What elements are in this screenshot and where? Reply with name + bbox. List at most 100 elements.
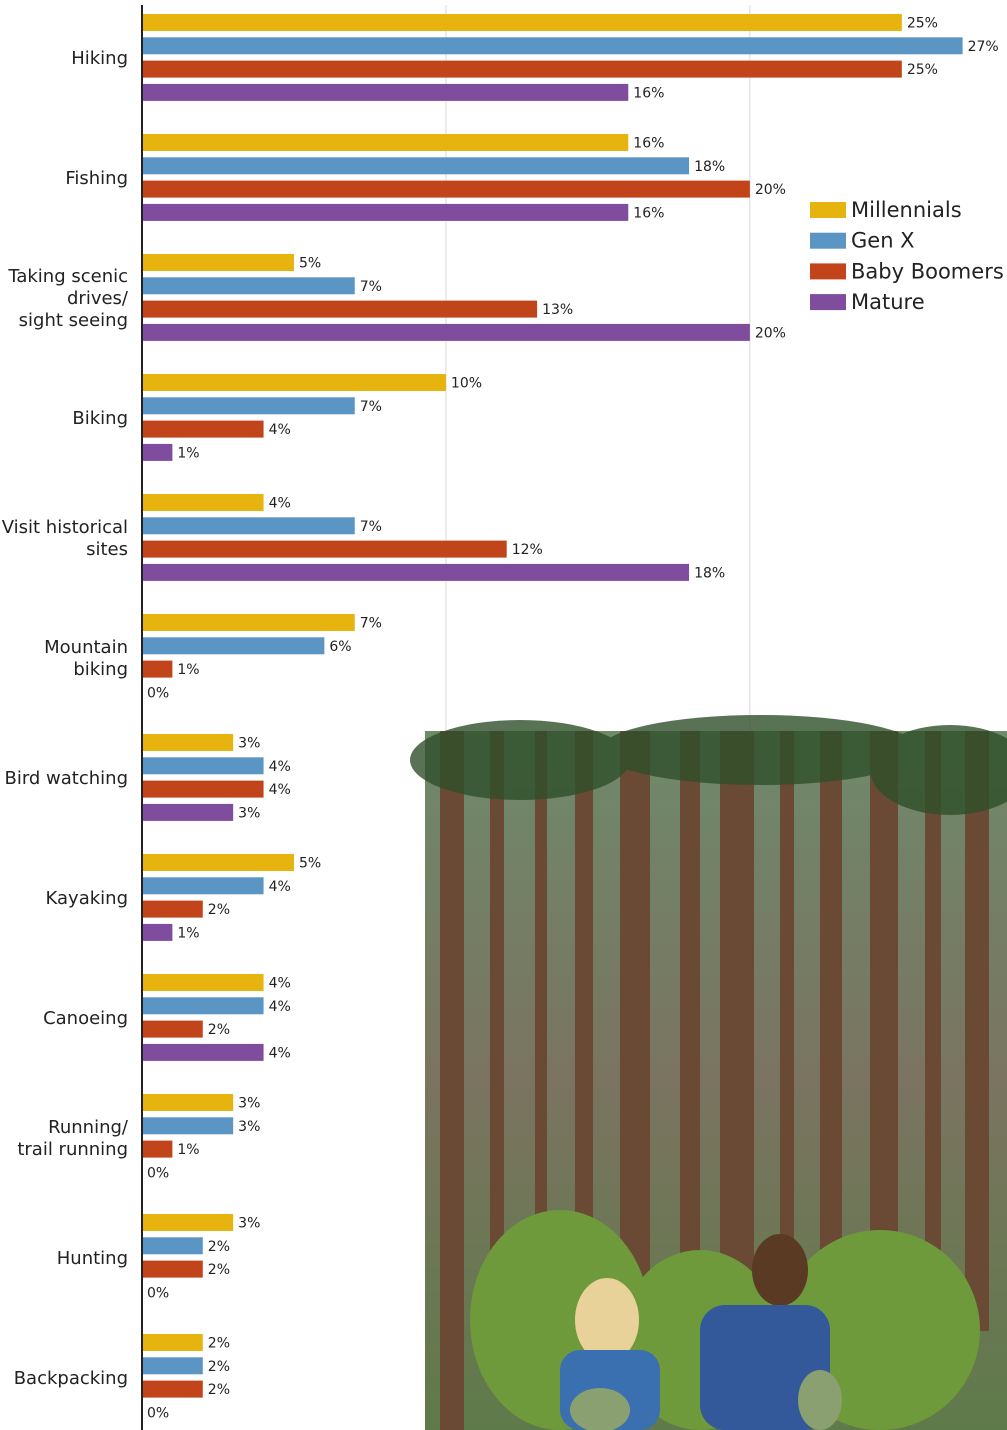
- value-label: 1%: [177, 925, 199, 941]
- category-label: Hiking: [71, 48, 128, 69]
- tree-trunks: [440, 731, 989, 1430]
- photo: [410, 715, 1007, 1430]
- value-label: 3%: [238, 1216, 260, 1232]
- bar: [142, 1043, 264, 1061]
- category-label: Hunting: [57, 1248, 128, 1269]
- legend-label: Millennials: [851, 198, 962, 222]
- bar: [142, 420, 264, 438]
- value-label: 1%: [177, 445, 199, 461]
- category-label: Visit historical: [2, 517, 128, 538]
- bar: [142, 300, 538, 318]
- value-label: 3%: [238, 1119, 260, 1135]
- bar: [142, 157, 690, 175]
- value-label: 25%: [907, 62, 938, 78]
- category-label: sight seeing: [19, 310, 128, 331]
- value-label: 1%: [177, 662, 199, 678]
- value-label: 4%: [269, 759, 291, 775]
- value-label: 10%: [451, 376, 482, 392]
- value-label: 6%: [329, 639, 351, 655]
- category-label: Bird watching: [4, 768, 128, 789]
- bar: [142, 1260, 203, 1278]
- value-label: 2%: [208, 1359, 230, 1375]
- category-label: trail running: [17, 1139, 128, 1160]
- value-label: 7%: [360, 616, 382, 632]
- bar: [142, 494, 264, 511]
- bar: [142, 1214, 234, 1231]
- bar: [142, 614, 355, 631]
- category-label: Taking scenic: [7, 266, 128, 287]
- value-label: 27%: [968, 39, 999, 55]
- category-label: Kayaking: [46, 888, 128, 909]
- bars: Hiking 25% 27% 25% 16% Fishing 16% 18% 20% 16% Tak…: [2, 14, 999, 1421]
- bar: [142, 997, 264, 1015]
- bar: [142, 877, 264, 895]
- value-label: 2%: [208, 902, 230, 918]
- legend-label: Gen X: [851, 229, 915, 253]
- bar: [142, 780, 264, 798]
- value-label: 0%: [147, 685, 169, 701]
- foliage: [410, 715, 1007, 815]
- legend-swatch: [810, 263, 846, 280]
- value-label: 5%: [299, 256, 321, 272]
- bar: [142, 1380, 203, 1398]
- bar: [142, 254, 294, 271]
- value-label: 4%: [269, 496, 291, 512]
- value-label: 16%: [633, 136, 664, 152]
- bar: [142, 923, 173, 941]
- value-label: 3%: [238, 805, 260, 821]
- value-label: 18%: [694, 565, 725, 581]
- bar: [142, 443, 173, 461]
- value-label: 0%: [147, 1405, 169, 1421]
- bar: [142, 60, 902, 78]
- bar: [142, 974, 264, 991]
- hikers: [560, 1234, 842, 1430]
- category-label: Mountain: [44, 637, 128, 658]
- value-label: 13%: [542, 302, 573, 318]
- value-label: 0%: [147, 1285, 169, 1301]
- bar: [142, 1357, 203, 1375]
- bar: [142, 563, 690, 581]
- legend-swatch: [810, 294, 846, 311]
- value-label: 4%: [269, 976, 291, 992]
- value-label: 4%: [269, 422, 291, 438]
- value-label: 20%: [755, 325, 786, 341]
- bar: [142, 1237, 203, 1255]
- bar: [142, 180, 750, 198]
- bar: [142, 854, 294, 871]
- bar: [142, 1117, 234, 1135]
- bar: [142, 900, 203, 918]
- value-label: 2%: [208, 1336, 230, 1352]
- value-label: 18%: [694, 159, 725, 175]
- value-label: 7%: [360, 279, 382, 295]
- bar: [142, 203, 629, 221]
- value-label: 4%: [269, 999, 291, 1015]
- bar: [142, 323, 750, 341]
- bar: [142, 277, 355, 295]
- legend-swatch: [810, 202, 846, 218]
- value-label: 7%: [360, 519, 382, 535]
- value-label: 12%: [512, 542, 543, 558]
- bar: [142, 14, 902, 31]
- value-label: 1%: [177, 1142, 199, 1158]
- category-label: biking: [73, 659, 128, 680]
- value-label: 25%: [907, 16, 938, 32]
- value-label: 4%: [269, 782, 291, 798]
- value-label: 2%: [208, 1239, 230, 1255]
- bar: [142, 660, 173, 678]
- bar: [142, 37, 963, 55]
- value-label: 16%: [633, 205, 664, 221]
- legend: Millennials Gen X Baby Boomers Mature: [810, 198, 1004, 314]
- bar: [142, 397, 355, 415]
- category-label: Fishing: [65, 168, 128, 189]
- bar: [142, 374, 446, 391]
- category-label: Biking: [72, 408, 128, 429]
- bar: [142, 1020, 203, 1038]
- value-label: 20%: [755, 182, 786, 198]
- category-label: Running/: [48, 1117, 129, 1138]
- category-label: Backpacking: [14, 1368, 128, 1389]
- value-label: 0%: [147, 1165, 169, 1181]
- bar: [142, 803, 234, 821]
- category-label: drives/: [67, 288, 129, 309]
- legend-label: Baby Boomers: [851, 259, 1004, 283]
